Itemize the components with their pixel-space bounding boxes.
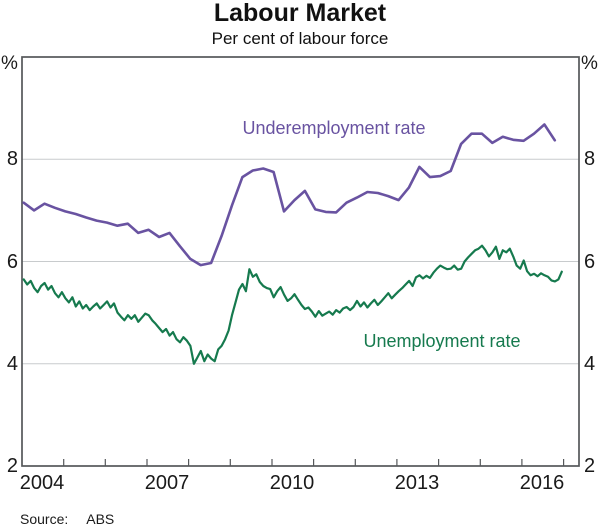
unemployment-label: Unemployment rate <box>363 331 521 351</box>
y-axis-label-left-4: 4 <box>6 353 18 375</box>
source-note: Source: ABS <box>20 510 114 528</box>
source-label: Source: <box>20 511 69 527</box>
y-axis-label-right-6: 6 <box>584 251 596 273</box>
underemployment-line <box>22 123 557 267</box>
y-axis-label-left-2: 2 <box>6 455 18 477</box>
y-axis-label-left-8: 8 <box>6 148 18 170</box>
source-value: ABS <box>86 511 115 527</box>
y-axis-unit-left: % <box>1 53 18 74</box>
x-axis-label-2010: 2010 <box>269 472 315 494</box>
y-axis-label-right-4: 4 <box>584 353 596 375</box>
x-axis-label-2013: 2013 <box>394 472 440 494</box>
chart-subtitle: Per cent of labour force <box>211 29 389 48</box>
underemployment-label: Underemployment rate <box>242 118 426 138</box>
plot-border <box>21 56 580 467</box>
x-axis-label-2004: 2004 <box>19 472 65 494</box>
unemployment-line <box>22 244 563 365</box>
x-axis-label-2016: 2016 <box>519 472 565 494</box>
y-axis-label-right-2: 2 <box>584 455 596 477</box>
chart-title: Labour Market <box>213 0 387 27</box>
y-axis-label-right-8: 8 <box>584 148 596 170</box>
y-axis-unit-right: % <box>581 53 598 74</box>
y-axis-label-left-6: 6 <box>6 251 18 273</box>
x-axis-label-2007: 2007 <box>144 472 190 494</box>
